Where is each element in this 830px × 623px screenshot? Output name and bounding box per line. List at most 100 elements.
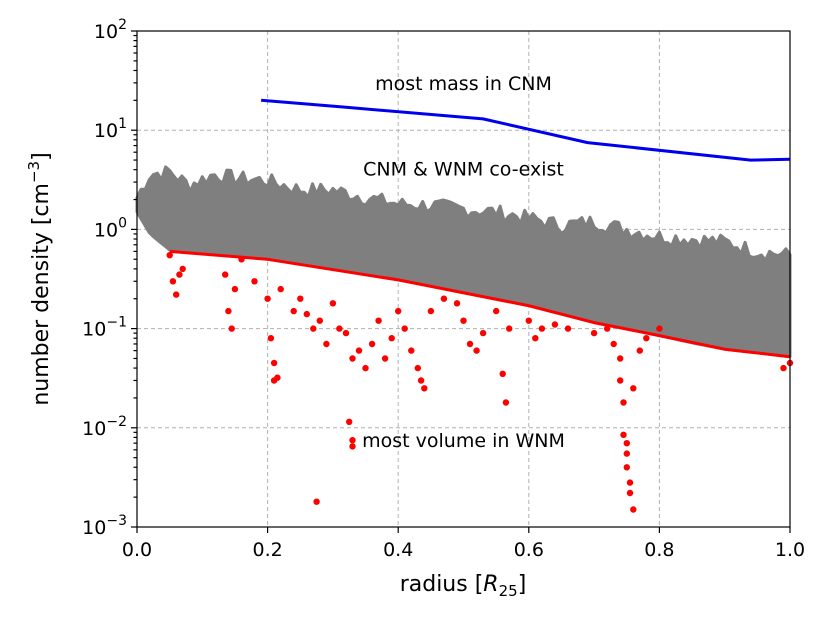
x-tick-label: 1.0 (775, 539, 805, 561)
wnm-point (401, 325, 408, 332)
wnm-point (532, 335, 539, 342)
wnm-point (643, 335, 650, 342)
wnm-point (453, 300, 461, 307)
wnm-point (466, 340, 474, 348)
wnm-point (362, 364, 369, 372)
wnm-point (290, 307, 297, 315)
wnm-point (169, 278, 177, 285)
wnm-point (493, 307, 500, 315)
wnm-point (780, 364, 787, 372)
wnm-point (313, 498, 320, 505)
wnm-point (270, 359, 278, 367)
annotation-layer: most mass in CNM CNM & WNM co-exist most v… (362, 73, 565, 452)
wnm-point (277, 285, 284, 293)
wnm-point (590, 329, 598, 337)
wnm-point (427, 307, 435, 315)
y-tick-label: 102 (94, 17, 127, 43)
x-tick-label: 0.8 (644, 539, 674, 561)
wnm-point (323, 340, 330, 348)
wnm-point (336, 325, 343, 332)
wnm-point (502, 399, 510, 406)
scatter-layer (166, 252, 794, 513)
wnm-point (264, 295, 271, 302)
wnm-point (499, 370, 506, 377)
wnm-point (267, 335, 275, 342)
wnm-point (551, 321, 559, 328)
wnm-point (297, 295, 304, 302)
x-tick-label: 0.4 (383, 539, 413, 561)
y-tick-label: 10−1 (82, 315, 127, 341)
wnm-point (381, 355, 389, 362)
wnm-point (231, 285, 239, 293)
wnm-point (623, 440, 630, 447)
line-layer (169, 98, 791, 359)
wnm-point (349, 355, 356, 362)
wnm-point (421, 385, 428, 392)
y-tick-label: 10−2 (82, 414, 127, 440)
wnm-point (251, 278, 258, 285)
wnm-point (630, 385, 637, 392)
wnm-point (538, 325, 546, 332)
wnm-point (329, 300, 337, 307)
wnm-point (479, 329, 487, 337)
wnm-point (610, 340, 617, 348)
wnm-threshold-line (169, 249, 791, 359)
wnm-point (473, 347, 480, 354)
wnm-point (173, 291, 180, 298)
wnm-point (355, 347, 363, 354)
wnm-point (626, 479, 634, 486)
annotation-text: most volume in WNM (362, 430, 565, 452)
y-tick-label: 100 (94, 215, 127, 241)
wnm-point (222, 271, 229, 278)
wnm-point (166, 252, 173, 259)
wnm-point (414, 364, 421, 372)
wnm-point (525, 317, 532, 324)
x-axis-label: radius [R25] (400, 572, 527, 600)
wnm-point (316, 317, 323, 324)
wnm-point (617, 377, 624, 384)
wnm-point (395, 307, 402, 315)
wnm-point (342, 329, 350, 337)
tick-layer: 0.0 0.2 0.4 0.6 0.8 1.0 10−3 10−2 10−1 100 101 102 (82, 17, 805, 561)
wnm-point (656, 325, 663, 332)
wnm-point (408, 347, 415, 354)
band-layer (135, 165, 792, 359)
wnm-point (179, 265, 186, 273)
wnm-point (630, 506, 637, 513)
wnm-point (346, 418, 353, 425)
cnm-threshold-line (260, 98, 791, 162)
y-axis-label: number density [cm−3] (25, 152, 54, 405)
wnm-point (626, 489, 634, 497)
x-tick-label: 0.6 (514, 539, 544, 561)
wnm-point (388, 335, 395, 342)
wnm-point (506, 325, 513, 332)
wnm-point (368, 340, 376, 348)
wnm-point (176, 271, 183, 278)
wnm-point (310, 325, 317, 332)
y-tick-label: 10−3 (82, 513, 127, 539)
wnm-point (623, 450, 630, 457)
x-tick-label: 0.0 (122, 539, 152, 561)
wnm-point (274, 374, 281, 381)
wnm-point (440, 295, 448, 302)
annotation-text: CNM & WNM co-exist (363, 159, 564, 181)
wnm-point (620, 399, 627, 406)
wnm-point (375, 317, 382, 324)
wnm-point (303, 310, 310, 318)
plot-frame (136, 30, 791, 528)
wnm-point (620, 431, 627, 438)
wnm-point (564, 325, 572, 332)
wnm-point (623, 464, 630, 471)
annotation-text: most mass in CNM (375, 73, 552, 95)
x-tick-label: 0.2 (252, 539, 282, 561)
wnm-point (460, 317, 467, 324)
coexist-band (135, 165, 792, 359)
wnm-point (349, 437, 356, 444)
y-tick-label: 101 (94, 116, 127, 142)
wnm-point (617, 355, 624, 362)
wnm-point (225, 307, 232, 315)
wnm-point (228, 325, 235, 332)
wnm-point (417, 377, 425, 384)
wnm-point (349, 443, 356, 450)
